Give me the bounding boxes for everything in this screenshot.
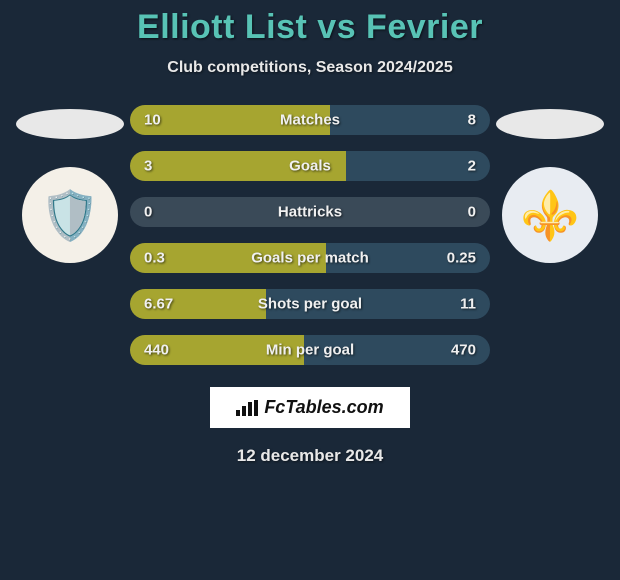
stat-row: 440 Min per goal 470 — [130, 335, 490, 365]
date-label: 12 december 2024 — [237, 446, 384, 466]
player-left-column: 🛡️ — [10, 105, 130, 263]
stat-value-right: 11 — [460, 296, 476, 313]
stat-row: 6.67 Shots per goal 11 — [130, 289, 490, 319]
stat-value-left: 440 — [144, 342, 169, 359]
player-right-column: ⚜️ — [490, 105, 610, 263]
crest-icon: 🛡️ — [40, 187, 100, 244]
subtitle: Club competitions, Season 2024/2025 — [0, 59, 620, 77]
stat-value-left: 3 — [144, 158, 152, 175]
footer: FcTables.com 12 december 2024 — [0, 387, 620, 466]
stat-label: Matches — [280, 112, 340, 129]
stat-value-left: 0 — [144, 204, 152, 221]
stat-value-right: 470 — [451, 342, 476, 359]
stat-row: 10 Matches 8 — [130, 105, 490, 135]
brand-text: FcTables.com — [264, 397, 383, 418]
stat-label: Min per goal — [266, 342, 354, 359]
stat-value-right: 2 — [468, 158, 476, 175]
player-left-crest: 🛡️ — [22, 167, 118, 263]
stat-row: 0 Hattricks 0 — [130, 197, 490, 227]
stat-row: 3 Goals 2 — [130, 151, 490, 181]
stat-bar-right — [330, 105, 490, 135]
stat-label: Goals per match — [251, 250, 369, 267]
stat-value-right: 0.25 — [447, 250, 476, 267]
player-left-avatar-placeholder — [16, 109, 124, 139]
comparison-card: Elliott List vs Fevrier Club competition… — [0, 0, 620, 466]
crest-icon: ⚜️ — [520, 187, 580, 244]
player-right-avatar-placeholder — [496, 109, 604, 139]
comparison-layout: 🛡️ 10 Matches 8 3 Goals 2 0 Hattricks 0 0.3 Goals … — [0, 105, 620, 381]
stat-value-right: 0 — [468, 204, 476, 221]
stat-bars: 10 Matches 8 3 Goals 2 0 Hattricks 0 0.3 Goals per… — [130, 105, 490, 381]
stat-value-left: 6.67 — [144, 296, 173, 313]
stat-value-left: 10 — [144, 112, 161, 129]
bar-chart-icon — [236, 400, 258, 416]
player-right-crest: ⚜️ — [502, 167, 598, 263]
page-title: Elliott List vs Fevrier — [0, 8, 620, 47]
stat-value-right: 8 — [468, 112, 476, 129]
stat-row: 0.3 Goals per match 0.25 — [130, 243, 490, 273]
brand-badge: FcTables.com — [210, 387, 409, 428]
stat-value-left: 0.3 — [144, 250, 165, 267]
stat-label: Hattricks — [278, 204, 342, 221]
stat-label: Goals — [289, 158, 331, 175]
stat-label: Shots per goal — [258, 296, 362, 313]
